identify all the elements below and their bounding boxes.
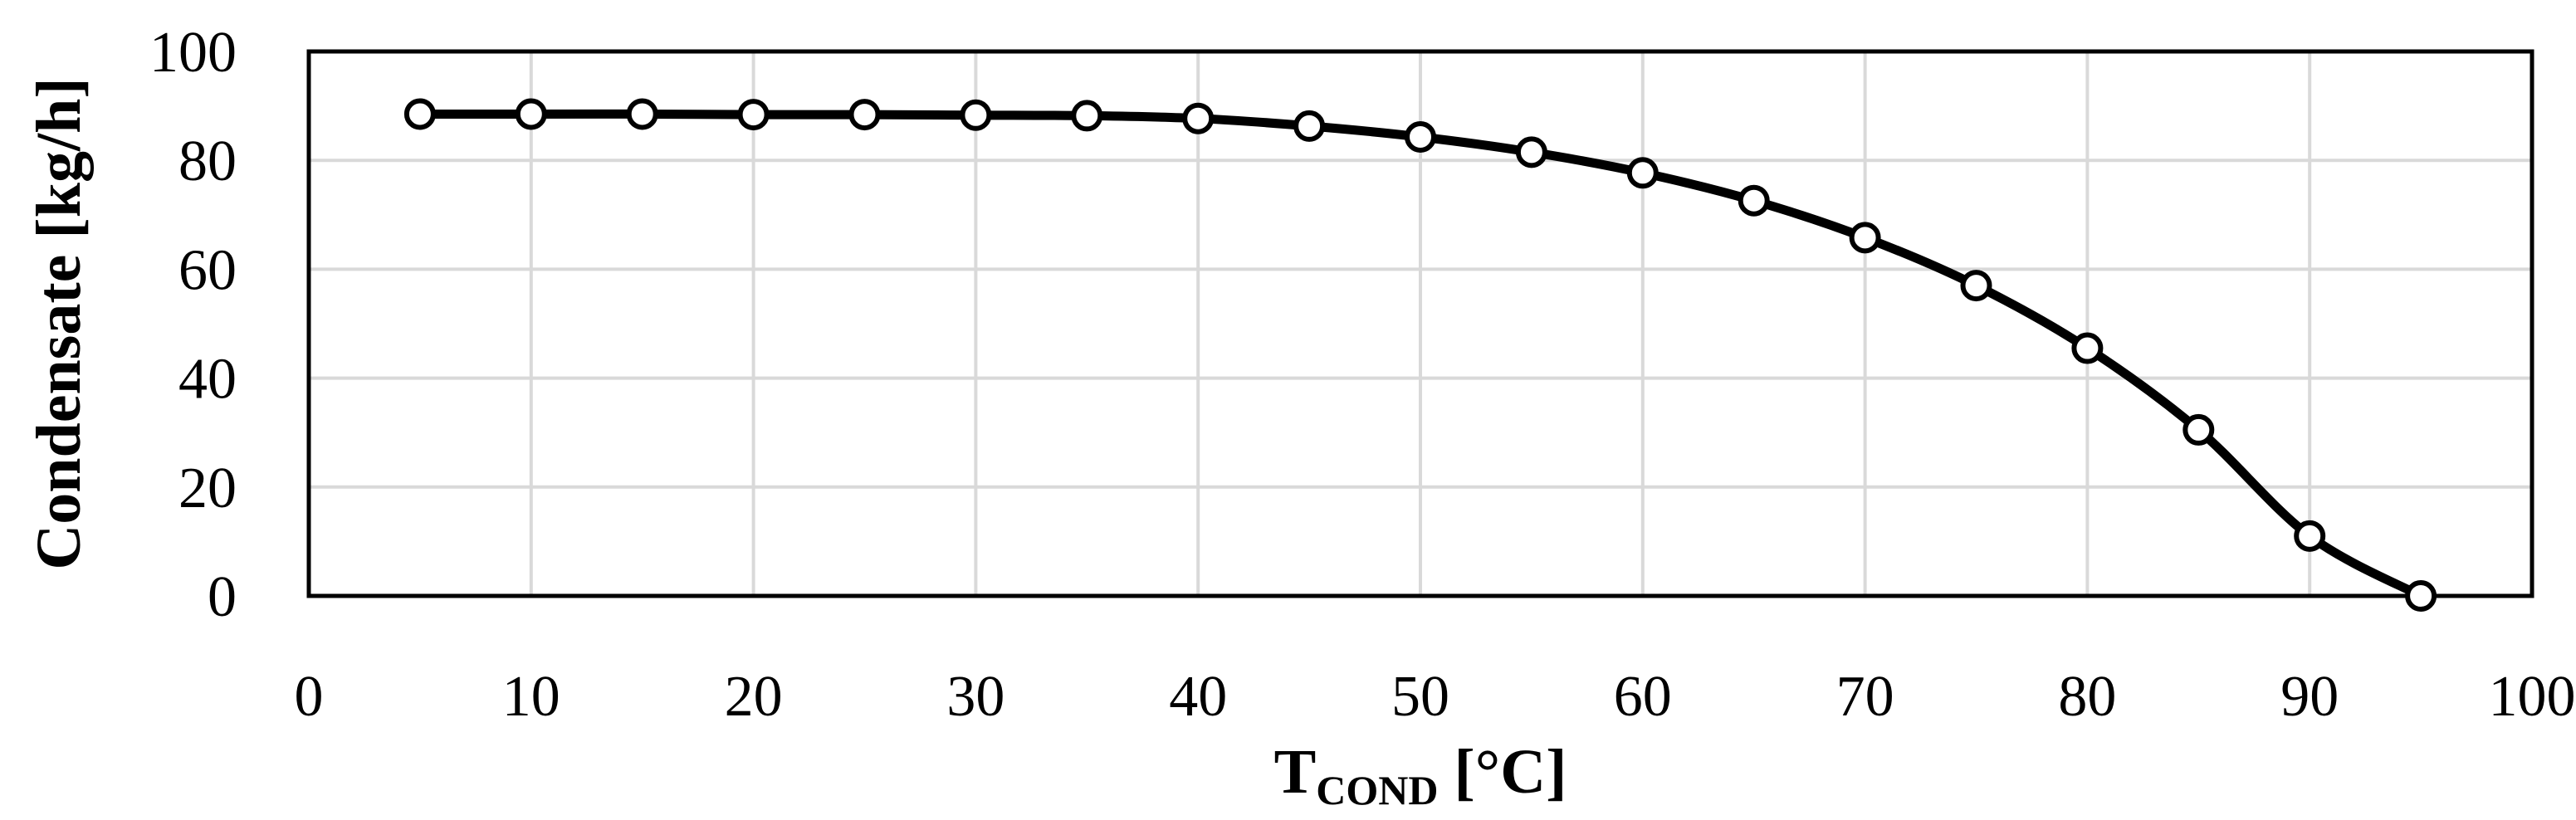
data-point-marker [1738,184,1770,217]
x-tick-label: 80 [2058,665,2116,729]
data-point-marker [1515,136,1547,168]
data-point-marker [960,99,992,131]
data-point-marker [1626,157,1659,189]
y-tick-label: 80 [178,129,237,193]
data-point-marker [626,98,658,130]
data-point-marker [2183,413,2215,446]
marker-layer [403,98,2437,612]
data-point-marker [2405,580,2437,612]
data-point-marker [403,98,436,130]
x-tick-label: 0 [295,665,324,729]
data-point-marker [737,99,770,131]
data-point-marker [1182,102,1215,134]
x-tick-label: 90 [2280,665,2339,729]
y-axis-title: Condensate [kg/h] [24,77,94,569]
x-tick-label: 60 [1614,665,1672,729]
y-tick-label: 40 [178,348,237,412]
x-tick-labels: 0 10 20 30 40 50 60 70 80 90 100 [295,665,2576,729]
data-point-marker [1405,120,1436,153]
data-point-marker [1960,270,1992,302]
data-point-marker [2294,520,2326,552]
x-tick-label: 40 [1169,665,1227,729]
x-axis-title-subscript: COND [1316,767,1438,813]
x-tick-label: 100 [2489,665,2576,729]
y-tick-label: 60 [178,238,237,302]
data-point-marker [848,99,881,131]
x-tick-label: 50 [1391,665,1449,729]
data-point-marker [515,98,547,130]
y-tick-label: 20 [178,456,237,520]
x-axis-title: TCOND [°C] [1274,737,1567,813]
data-point-marker [1071,100,1103,132]
y-tick-label: 100 [149,21,237,85]
x-axis-title-main: T [1274,737,1317,807]
y-tick-labels: 0 20 40 60 80 100 [149,21,237,629]
x-tick-label: 10 [502,665,560,729]
data-point-marker [1293,110,1326,142]
x-tick-label: 70 [1836,665,1894,729]
x-tick-label: 20 [725,665,783,729]
plot-frame [306,49,2534,598]
x-axis-title-unit: [°C] [1439,737,1567,807]
data-point-marker [2071,332,2104,364]
x-tick-label: 30 [946,665,1004,729]
y-tick-label: 0 [208,565,237,629]
data-point-marker [1849,222,1881,254]
